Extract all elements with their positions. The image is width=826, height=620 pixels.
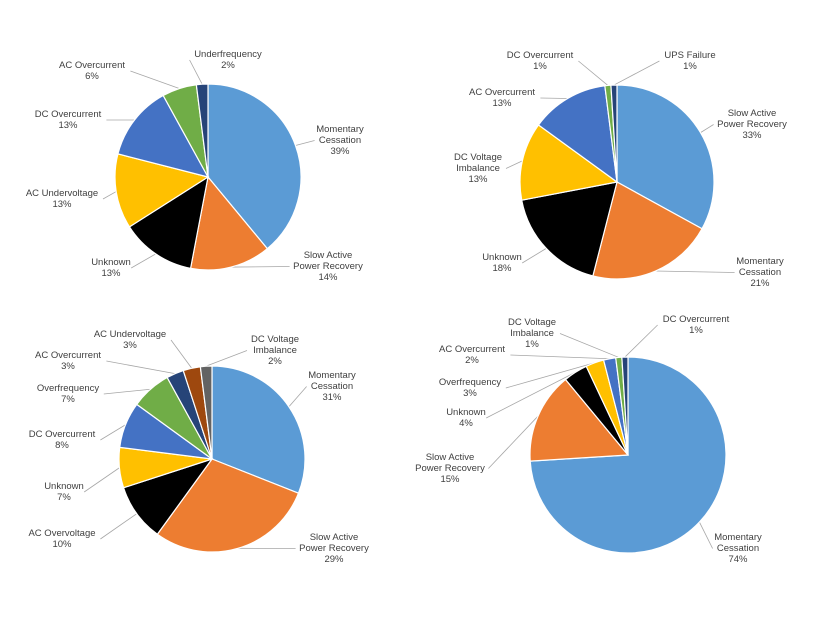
leader-line (231, 266, 290, 268)
data-label: Underfrequency 2% (194, 49, 262, 71)
pie-slice-ac-undervoltage (114, 153, 210, 228)
leader-line (106, 360, 176, 375)
pie-slice-momentary-cessation (211, 365, 306, 495)
data-label: DC Overcurrent 1% (507, 50, 574, 72)
data-label: Momentary Cessation 31% (308, 370, 356, 403)
leader-line (488, 415, 539, 469)
leader-line (540, 97, 568, 99)
pie-slice-dc-overcurrent (621, 356, 629, 456)
leader-line (295, 140, 315, 146)
pie-slice-ups-failure (610, 84, 618, 183)
pie-chart-3: Momentary Cessation 31% Slow Active Power Re… (28, 329, 369, 565)
data-label: Momentary Cessation 74% (714, 532, 762, 565)
data-label: AC Overcurrent 2% (439, 344, 505, 366)
leader-line (578, 60, 609, 86)
data-label: Slow Active Power Recovery 14% (293, 250, 363, 283)
leader-line (700, 124, 714, 133)
pie-slice-slow-active-power-recovery (156, 458, 300, 553)
pie-slice-dc-voltage-imbalance (519, 124, 619, 201)
data-label: Slow Active Power Recovery 33% (717, 108, 787, 141)
pie-slice-slow-active-power-recovery (616, 84, 715, 230)
leader-lines (505, 60, 735, 273)
leader-line (559, 333, 619, 358)
pie-chart-2: Slow Active Power Recovery 33% Momentary Ces… (454, 50, 787, 289)
data-label: Unknown 13% (91, 257, 131, 279)
pie-slice-dc-overcurrent (117, 94, 210, 178)
pie-slice-underfrequency (195, 83, 209, 178)
data-label: DC Overcurrent 8% (29, 429, 96, 451)
leader-lines (102, 59, 315, 269)
leader-line (102, 191, 117, 200)
leader-line (613, 60, 660, 86)
data-label: AC Undervoltage 13% (26, 188, 98, 210)
pie-slice-unknown (128, 175, 209, 270)
pie-slice-unknown (521, 181, 618, 277)
data-label: DC Overcurrent 13% (35, 109, 102, 131)
leader-line (624, 324, 658, 358)
leader-line (655, 270, 735, 273)
leader-line (189, 59, 203, 85)
leader-line (206, 350, 248, 367)
data-label: DC Overcurrent 1% (663, 314, 730, 336)
pie-slice-dc-voltage-imbalance (199, 365, 213, 460)
data-label: Overfrequency 7% (37, 383, 100, 405)
data-label: AC Overcurrent 13% (469, 87, 535, 109)
data-label: Unknown 4% (446, 407, 486, 429)
pie-chart-4: Momentary Cessation 74% Slow Active Power Re… (415, 314, 762, 565)
pie-chart-1: Momentary Cessation 39% Slow Active Power Re… (26, 49, 364, 283)
leader-line (521, 248, 547, 264)
leader-line (505, 362, 595, 389)
leader-lines (486, 324, 713, 549)
leader-line (170, 339, 193, 369)
pie-slice-slow-active-power-recovery (529, 378, 630, 462)
leader-line (510, 354, 610, 360)
data-label: AC Undervoltage 3% (94, 329, 166, 351)
data-label: DC Voltage Imbalance 13% (454, 152, 502, 185)
leader-line (100, 513, 137, 540)
data-label: Slow Active Power Recovery 15% (415, 452, 485, 485)
data-label: Unknown 18% (482, 252, 522, 274)
leader-line (103, 388, 151, 395)
data-label: DC Voltage Imbalance 1% (508, 317, 556, 350)
leader-line (130, 70, 180, 89)
data-label: Momentary Cessation 21% (736, 256, 784, 289)
leader-line (131, 253, 156, 269)
data-label: UPS Failure 1% (664, 50, 715, 72)
data-label: AC Overcurrent 3% (35, 350, 101, 372)
leader-line (486, 371, 576, 419)
leader-line (100, 424, 126, 441)
pie-slice-momentary-cessation (592, 181, 703, 280)
data-label: AC Overcurrent 6% (59, 60, 125, 82)
data-label: Momentary Cessation 39% (316, 124, 364, 157)
leader-line (699, 521, 713, 549)
pie-slice-ac-overcurrent (537, 85, 618, 184)
leader-line (505, 160, 523, 169)
pie-slice-momentary-cessation (207, 83, 302, 250)
data-label: Overfrequency 3% (439, 377, 502, 399)
data-label: AC Overvoltage 10% (28, 528, 95, 550)
data-label: Unknown 7% (44, 481, 84, 503)
leader-lines (83, 339, 307, 549)
data-label: DC Voltage Imbalance 2% (251, 334, 299, 367)
data-label: Slow Active Power Recovery 29% (299, 532, 369, 565)
pie-slice-slow-active-power-recovery (189, 175, 269, 271)
leader-line (288, 386, 307, 407)
leader-line (83, 467, 120, 493)
